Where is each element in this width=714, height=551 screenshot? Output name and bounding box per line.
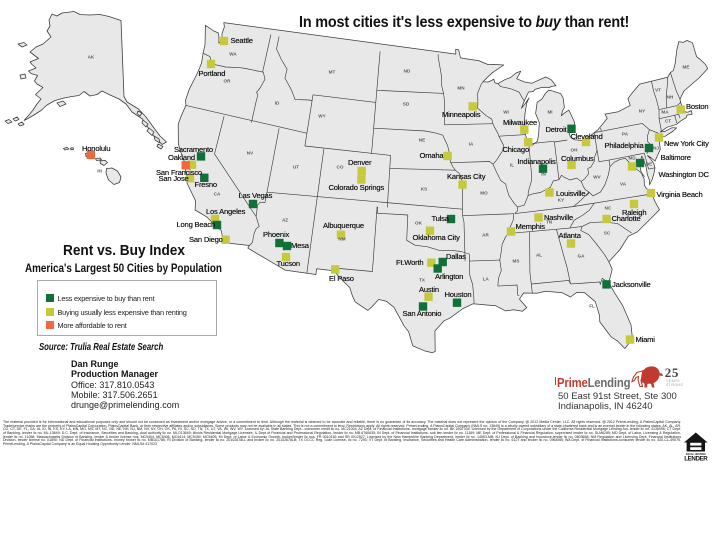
- svg-text:LENDER: LENDER: [684, 456, 708, 463]
- svg-text:EQUAL HOUSING: EQUAL HOUSING: [686, 453, 706, 456]
